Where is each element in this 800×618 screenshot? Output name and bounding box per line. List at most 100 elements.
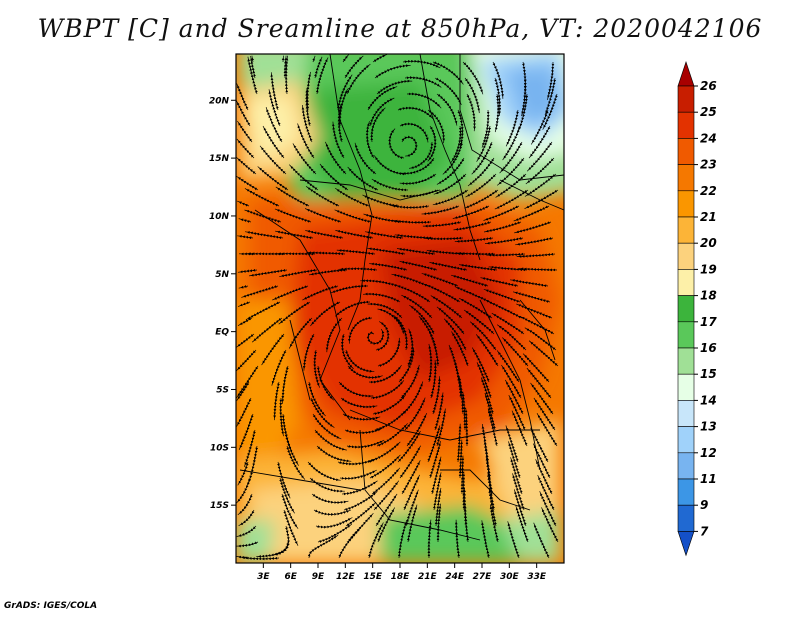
- streamline: [306, 251, 346, 256]
- streamline: [281, 365, 289, 404]
- x-tick-label: 12E: [336, 572, 356, 582]
- colorbar-label: 19: [700, 262, 717, 276]
- streamline: [421, 205, 460, 216]
- streamline: [518, 93, 529, 132]
- streamline: [302, 285, 339, 301]
- streamline: [289, 164, 319, 191]
- colorbar-label: 17: [700, 315, 717, 329]
- streamline: [371, 178, 409, 192]
- streamline: [245, 301, 281, 321]
- streamline: [311, 493, 349, 504]
- colorbar-label: 11: [700, 472, 717, 486]
- streamline: [489, 504, 499, 543]
- colorbar-segment: [677, 138, 695, 165]
- streamline: [347, 166, 379, 191]
- streamline: [515, 505, 529, 543]
- streamline: [374, 64, 411, 79]
- streamline: [516, 303, 553, 319]
- wbpt-shading: [236, 54, 564, 563]
- streamline: [338, 526, 362, 559]
- x-tick-label: 6E: [284, 572, 297, 582]
- streamline: [451, 331, 469, 367]
- x-tick-label: 15E: [363, 572, 383, 582]
- streamline: [427, 109, 446, 144]
- streamline: [325, 317, 343, 353]
- streamline: [236, 541, 259, 548]
- streamline: [513, 205, 550, 222]
- streamline: [330, 284, 368, 294]
- streamline: [397, 520, 407, 559]
- colorbar-segment: [677, 111, 695, 139]
- streamline: [340, 397, 378, 409]
- streamline: [462, 61, 484, 95]
- streamline: [466, 93, 476, 132]
- colorbar-segment: [677, 373, 695, 401]
- streamline: [502, 337, 529, 367]
- y-tick-label: EQ: [215, 328, 229, 338]
- streamline: [399, 122, 429, 143]
- streamline: [377, 337, 401, 367]
- colorbar-label: 20: [700, 236, 717, 250]
- streamline: [334, 209, 372, 223]
- streamline: [248, 445, 259, 484]
- streamline: [514, 221, 552, 234]
- streamline: [307, 534, 339, 559]
- streamline: [240, 556, 280, 561]
- streamline: [391, 273, 429, 287]
- streamline: [310, 301, 341, 327]
- streamline: [510, 279, 549, 288]
- x-tick-label: 21E: [418, 572, 438, 582]
- colorbar-label: 9: [700, 498, 708, 512]
- colorbar-label: 24: [700, 131, 717, 145]
- streamline: [236, 381, 250, 401]
- x-tick-label: 9E: [312, 572, 325, 582]
- colorbar-label: 25: [700, 105, 717, 119]
- colorbar-label: 26: [700, 79, 717, 93]
- colorbar-segment: [677, 216, 695, 244]
- streamline: [256, 541, 290, 558]
- streamline: [338, 267, 378, 272]
- y-tick-label: 20N: [209, 96, 230, 106]
- y-tick-label: 15S: [210, 501, 229, 511]
- colorbar-segment: [677, 85, 695, 113]
- y-tick-label: 10S: [210, 443, 229, 453]
- x-tick-label: 18E: [391, 572, 411, 582]
- streamline: [372, 54, 388, 63]
- streamline: [516, 252, 556, 258]
- streamline: [273, 381, 280, 421]
- colorbar-segment: [677, 452, 695, 480]
- streamline: [238, 509, 255, 527]
- streamline: [424, 236, 464, 241]
- streamline: [484, 236, 524, 245]
- streamline: [451, 274, 489, 287]
- x-tick-label: 24E: [445, 572, 465, 582]
- streamline: [366, 247, 406, 256]
- colorbar-label: 16: [700, 341, 717, 355]
- streamline: [483, 221, 522, 233]
- streamline: [360, 279, 399, 287]
- streamline: [452, 205, 490, 219]
- streamlines: [236, 54, 559, 561]
- colorbar-label: 22: [700, 184, 717, 198]
- streamline: [533, 522, 550, 559]
- streamline: [305, 230, 344, 240]
- colorbar-segment: [677, 478, 695, 506]
- streamline: [288, 317, 313, 349]
- streamline: [236, 138, 255, 159]
- streamline: [241, 285, 279, 298]
- streamline: [309, 477, 345, 493]
- streamline: [511, 410, 528, 447]
- streamline: [279, 268, 318, 278]
- streamline: [236, 176, 259, 191]
- streamline: [249, 268, 288, 277]
- streamline: [236, 525, 257, 537]
- streamline: [283, 509, 299, 546]
- chart-title: WBPT [C] and Sreamline at 850hPa, VT: 20…: [37, 14, 763, 43]
- y-axis: 20N 15N 10N 5N EQ 5S 10S 15S: [209, 96, 236, 511]
- streamline: [421, 273, 459, 287]
- colorbar-label: 13: [700, 420, 717, 434]
- streamline: [275, 186, 310, 207]
- streamline: [334, 187, 370, 207]
- streamline: [454, 519, 461, 559]
- streamline: [427, 519, 432, 559]
